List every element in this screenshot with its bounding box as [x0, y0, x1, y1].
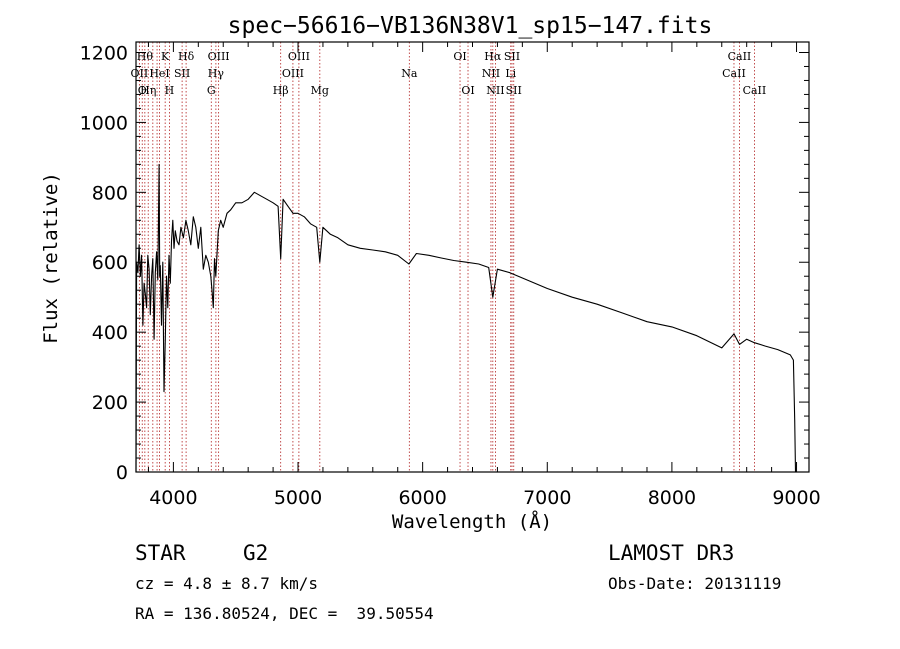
object-class: STAR: [135, 541, 186, 565]
y-tick-label: 1200: [80, 42, 128, 64]
spectral-line-label: H: [165, 84, 175, 97]
spectral-line-label: K: [161, 50, 170, 63]
x-tick-label: 8000: [648, 487, 696, 509]
spectral-line-label: Mg: [311, 84, 329, 97]
spectral-line-label: OIII: [208, 50, 230, 63]
y-tick-label: 600: [92, 252, 128, 274]
spectral-line-label: SII: [504, 50, 520, 63]
y-tick-label: 1000: [80, 112, 128, 134]
spectrum-series-line: [135, 163, 797, 473]
spectral-line-label: Hα: [484, 50, 502, 63]
x-tick-label: 7000: [523, 487, 571, 509]
spectral-line-label: CaII: [743, 84, 767, 97]
y-tick-label: 400: [92, 322, 128, 344]
spectral-line-label: SII: [506, 84, 522, 97]
spectral-line-label: Na: [401, 67, 418, 80]
spectral-line-label: Hθ: [137, 50, 154, 63]
redshift-cz: cz = 4.8 ± 8.7 km/s: [135, 574, 319, 593]
spectral-line-label: CaII: [728, 50, 752, 63]
x-tick-label: 6000: [398, 487, 446, 509]
plot-frame: [135, 41, 810, 473]
line-markers: [138, 42, 755, 472]
line-labels: OII O Hθ Hη HeI K H SII Hδ G Hγ OIII Hβ OIII OIII Mg Na O…: [131, 50, 767, 97]
x-tick-label: 5000: [274, 487, 322, 509]
ra-dec: RA = 136.80524, DEC = 39.50554: [135, 604, 434, 623]
x-axis-label: Wavelength (Å): [392, 510, 552, 533]
spectral-line-label: Hβ: [273, 84, 289, 97]
spectral-line-label: OIII: [288, 50, 310, 63]
spectral-line-label: Hη: [140, 84, 156, 97]
obs-date: Obs-Date: 20131119: [608, 574, 782, 593]
spectral-line-label: G: [207, 84, 216, 97]
y-axis-label: Flux (relative): [40, 172, 62, 344]
spectral-line-label: CaII: [722, 67, 746, 80]
y-axis: 0 200 400 600 800 1000 1200: [80, 42, 809, 484]
x-tick-label: 4000: [149, 487, 197, 509]
spectral-line-label: Hγ: [208, 67, 225, 80]
y-tick-label: 0: [116, 462, 128, 484]
chart-title: spec−56616−VB136N38V1_sp15−147.fits: [228, 13, 713, 39]
object-subclass: G2: [243, 541, 269, 565]
spectral-line-label: HeI: [149, 67, 169, 80]
spectral-line-label: NII: [482, 67, 500, 80]
y-tick-label: 800: [92, 182, 128, 204]
x-axis: 4000 5000 6000 7000 8000 9000: [147, 42, 821, 509]
spectral-line-label: SII: [174, 67, 190, 80]
x-tick-label: 9000: [772, 487, 820, 509]
spectral-line-label: O: [138, 84, 147, 97]
survey-name: LAMOST DR3: [608, 541, 735, 565]
spectral-line-label: OII: [131, 67, 149, 80]
spectral-line-label: OI: [461, 84, 474, 97]
spectral-line-label: Li: [505, 67, 516, 80]
spectral-line-label: Hδ: [178, 50, 195, 63]
y-tick-label: 200: [92, 392, 128, 414]
spectral-line-label: OI: [453, 50, 466, 63]
spectral-line-label: OIII: [282, 67, 304, 80]
spectral-line-label: NII: [486, 84, 504, 97]
